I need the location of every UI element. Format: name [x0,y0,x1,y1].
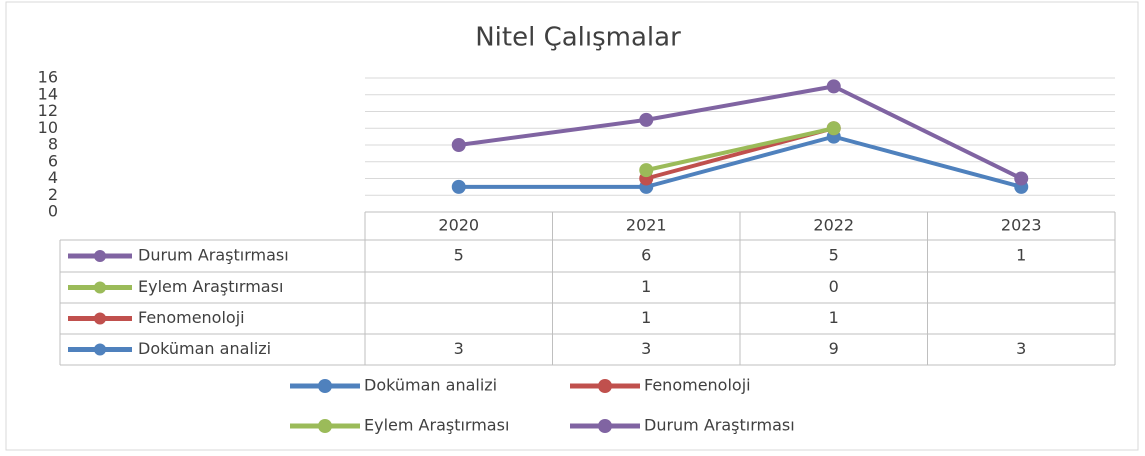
table-value: 3 [641,339,651,358]
y-tick-label: 2 [48,185,58,204]
y-tick-label: 16 [38,68,58,87]
table-value: 1 [1016,246,1026,265]
legend-marker [318,419,332,433]
y-tick-label: 6 [48,151,58,170]
table-value: 5 [454,246,464,265]
legend-marker [598,379,612,393]
series-marker [451,138,466,152]
table-value: 9 [829,339,839,358]
table-value: 5 [829,246,839,265]
series-marker [639,112,654,127]
table-value: 3 [1016,339,1026,358]
series-line [458,134,1022,189]
series-marker [826,121,841,136]
table-row-label: Fenomenoloji [138,308,245,327]
table-value: 1 [641,308,651,327]
y-tick-label: 14 [38,84,58,103]
legend-label: Durum Araştırması [644,416,795,435]
table-value: 0 [829,277,839,296]
series-marker [639,163,654,178]
y-tick-label: 10 [38,118,58,137]
legend-marker [598,419,612,433]
table-legend-marker [94,312,106,325]
table-row-label: Eylem Araştırması [138,277,283,296]
chart-title: Nitel Çalışmalar [475,23,681,53]
table-value: 3 [454,339,464,358]
table-row-label: Durum Araştırması [138,246,289,265]
table-value: 1 [829,308,839,327]
legend-label: Eylem Araştırması [364,416,509,435]
x-tick-label: 2021 [626,216,667,235]
legend-label: Fenomenoloji [644,376,751,395]
table-value: 6 [641,246,651,265]
x-tick-label: 2020 [438,216,479,235]
legend-label: Doküman analizi [364,376,497,395]
table-legend-marker [94,343,106,356]
series-marker [451,179,466,194]
y-tick-label: 8 [48,135,58,154]
x-tick-label: 2023 [1001,216,1042,235]
y-tick-label: 4 [48,168,58,187]
table-row-label: Doküman analizi [138,339,271,358]
legend-marker [318,379,332,393]
y-tick-label: 0 [48,202,58,221]
series-line [645,126,835,173]
table-legend-marker [94,281,106,294]
series-marker [1014,171,1029,186]
y-tick-label: 12 [38,101,58,120]
series-marker [826,79,841,94]
x-tick-label: 2022 [813,216,854,235]
table-legend-marker [94,250,106,262]
chart-border [5,1,1139,451]
table-value: 1 [641,277,651,296]
series-line [458,84,1023,181]
